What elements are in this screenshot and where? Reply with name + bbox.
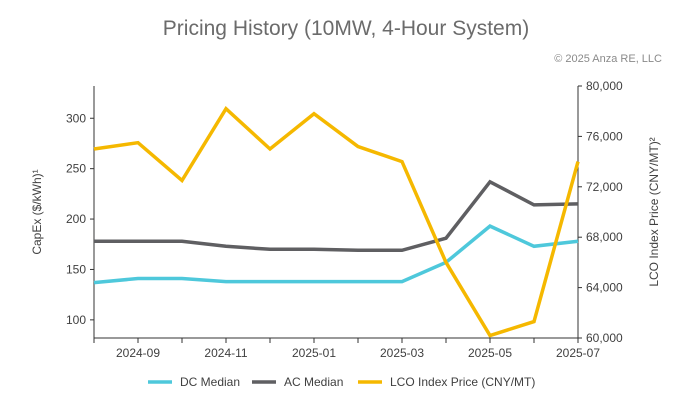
right-tick-label: 60,000 (586, 331, 623, 345)
left-tick-label: 200 (66, 212, 86, 226)
legend: DC Median AC Median LCO Index Price (CNY/M… (148, 375, 535, 389)
x-tick-label: 2025-01 (292, 346, 336, 360)
right-axis-label: LCO Index Price (CNY/MT)² (647, 137, 661, 286)
chart-title: Pricing History (10MW, 4-Hour System) (163, 17, 529, 40)
left-tick-label: 150 (66, 262, 86, 276)
plot-marks: 100 150 200 250 300 60,000 64,000 68,000 72,000 7… (66, 79, 623, 360)
right-tick-label: 76,000 (586, 129, 623, 143)
x-tick-label: 2025-03 (380, 346, 424, 360)
right-tick-label: 64,000 (586, 281, 623, 295)
left-tick-label: 100 (66, 313, 86, 327)
legend-label: AC Median (284, 375, 343, 389)
left-tick-label: 300 (66, 111, 86, 125)
right-tick-label: 72,000 (586, 180, 623, 194)
legend-label: DC Median (180, 375, 240, 389)
left-axis-label: CapEx ($/kWh)¹ (30, 169, 44, 254)
right-tick-label: 68,000 (586, 230, 623, 244)
x-tick-label: 2024-11 (204, 346, 247, 360)
left-tick-label: 250 (66, 162, 86, 176)
series-line-dc-median (93, 224, 579, 285)
x-tick-label: 2025-05 (468, 346, 512, 360)
x-tick-label: 2025-07 (556, 346, 600, 360)
right-tick-label: 80,000 (586, 79, 623, 93)
series-line-lco-index-price-cny-mt (93, 105, 580, 338)
copyright-notice: © 2025 Anza RE, LLC (554, 53, 662, 65)
series-line-ac-median (94, 179, 579, 253)
legend-label: LCO Index Price (CNY/MT) (390, 375, 535, 389)
x-tick-label: 2024-09 (116, 346, 160, 360)
